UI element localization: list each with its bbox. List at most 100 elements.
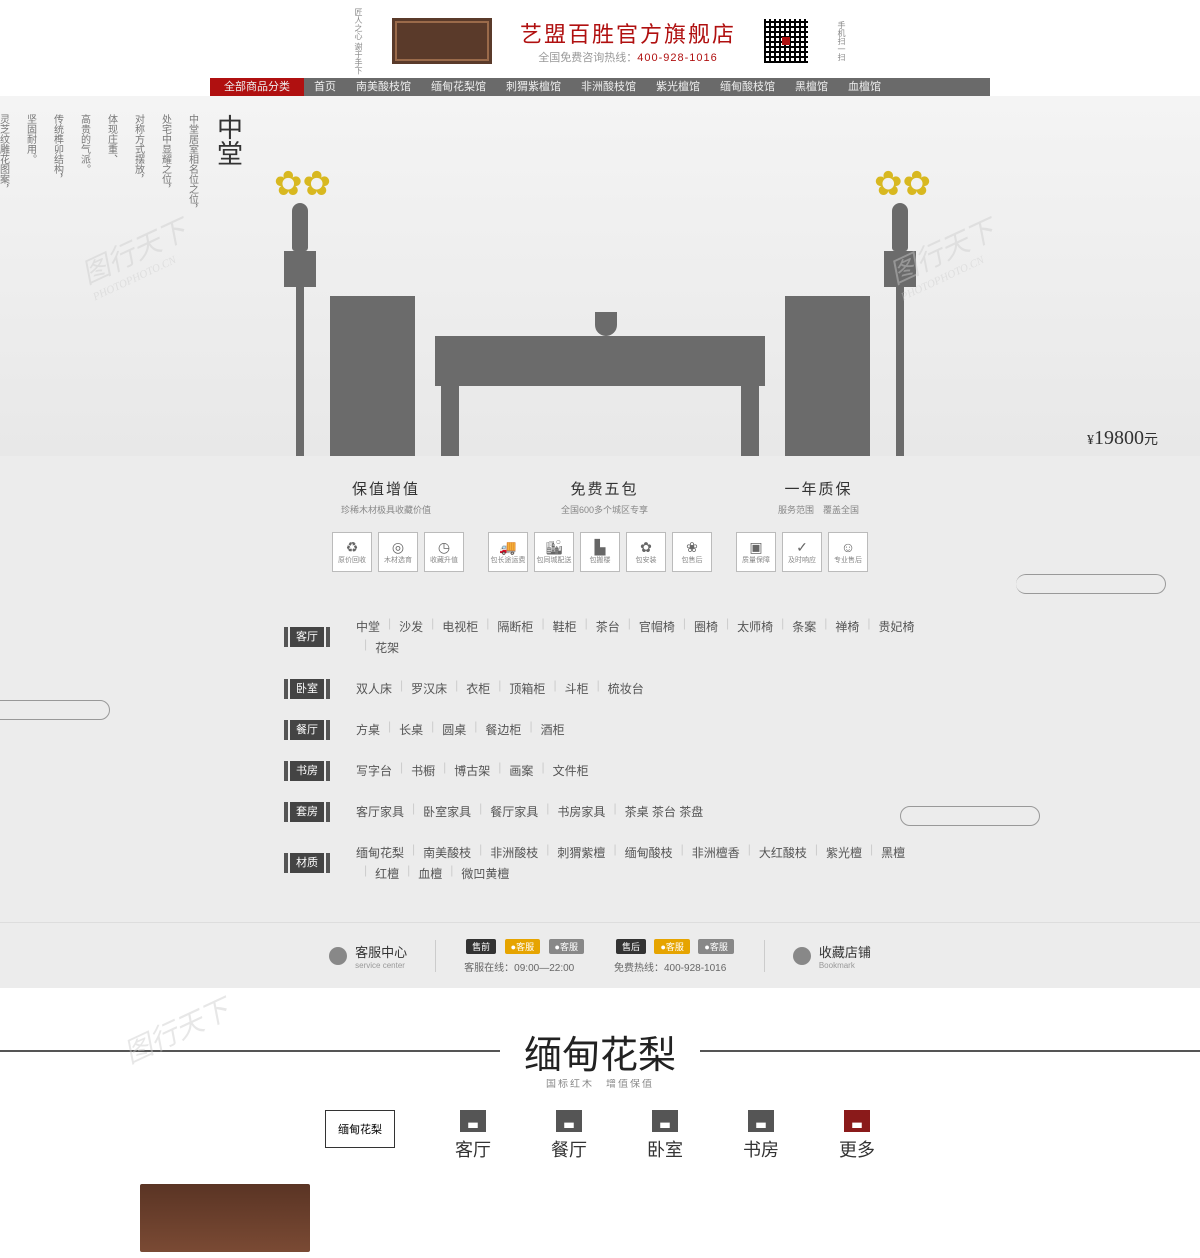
- category-link[interactable]: 黑檀: [881, 842, 905, 863]
- bottom-tab[interactable]: ▃卧室: [647, 1110, 683, 1162]
- decoration-line: [0, 700, 110, 720]
- category-link[interactable]: 非洲酸枝: [490, 842, 538, 863]
- category-link[interactable]: 红檀: [375, 863, 399, 884]
- nav-item[interactable]: 黑檀馆: [785, 78, 838, 96]
- category-link[interactable]: 方桌: [356, 719, 380, 740]
- category-link[interactable]: 衣柜: [466, 678, 490, 699]
- category-link[interactable]: 罗汉床: [411, 678, 447, 699]
- category-link[interactable]: 隔断柜: [497, 616, 533, 637]
- service-icon[interactable]: ☺专业售后: [828, 532, 868, 572]
- hero-text-column: 灵芝纹雕花图案，: [0, 114, 13, 234]
- kf-button[interactable]: ●客服: [505, 939, 540, 954]
- presale-tag: 售前: [466, 939, 496, 954]
- brand-subtitle: 全国免费咨询热线：400-928-1016: [538, 49, 718, 65]
- hero-text-column: 处宅中显耀之位，: [156, 114, 175, 234]
- category-link[interactable]: 客厅家具: [356, 801, 404, 822]
- service-icon[interactable]: ▙包搬楼: [580, 532, 620, 572]
- category-link[interactable]: 圈椅: [694, 616, 718, 637]
- bottom-tab[interactable]: ▃更多: [839, 1110, 875, 1162]
- service-icon[interactable]: ✓及时响应: [782, 532, 822, 572]
- bottom-tab[interactable]: ▃餐厅: [551, 1110, 587, 1162]
- service-icon[interactable]: ▣质量保障: [736, 532, 776, 572]
- kf-button[interactable]: ●客服: [549, 939, 584, 954]
- category-link[interactable]: 非洲檀香: [692, 842, 740, 863]
- category-link[interactable]: 书橱: [411, 760, 435, 781]
- category-link[interactable]: 中堂: [356, 616, 380, 637]
- service-icon[interactable]: ✿包安装: [626, 532, 666, 572]
- decoration-line: [900, 806, 1040, 826]
- category-link[interactable]: 画案: [509, 760, 533, 781]
- category-link[interactable]: 沙发: [399, 616, 423, 637]
- nav-item[interactable]: 全部商品分类: [210, 78, 304, 96]
- nav-item[interactable]: 南美酸枝馆: [346, 78, 421, 96]
- qr-code[interactable]: [764, 19, 808, 63]
- service-icon[interactable]: ♻原价回收: [332, 532, 372, 572]
- nav-item[interactable]: 非洲酸枝馆: [571, 78, 646, 96]
- category-link[interactable]: 梳妆台: [608, 678, 644, 699]
- category-link[interactable]: 官帽椅: [639, 616, 675, 637]
- product-preview: [0, 1184, 1200, 1258]
- category-link[interactable]: 卧室家具: [423, 801, 471, 822]
- hero-title: 中堂: [210, 114, 247, 234]
- category-row: 卧室双人床|罗汉床|衣柜|顶箱柜|斗柜|梳妆台: [280, 668, 920, 709]
- category-link[interactable]: 禅椅: [835, 616, 859, 637]
- category-link[interactable]: 缅甸花梨: [356, 842, 404, 863]
- category-panel: 客厅中堂|沙发|电视柜|隔断柜|鞋柜|茶台|官帽椅|圈椅|太师椅|条案|禅椅|贵…: [0, 590, 1200, 922]
- service-icon[interactable]: 🚚包长途运费: [488, 532, 528, 572]
- kf-button[interactable]: ●客服: [654, 939, 689, 954]
- category-link[interactable]: 茶桌 茶台 茶盘: [625, 801, 704, 822]
- category-link[interactable]: 博古架: [454, 760, 490, 781]
- service-icon[interactable]: ◷收藏升值: [424, 532, 464, 572]
- category-link[interactable]: 写字台: [356, 760, 392, 781]
- service-icon[interactable]: ◎木材选育: [378, 532, 418, 572]
- kf-button[interactable]: ●客服: [698, 939, 733, 954]
- brand-title: 艺盟百胜官方旗舰店: [520, 17, 736, 49]
- category-label: 书房: [280, 761, 334, 781]
- nav-item[interactable]: 缅甸花梨馆: [421, 78, 496, 96]
- bottom-tabs: 缅甸花梨▃客厅▃餐厅▃卧室▃书房▃更多: [0, 1100, 1200, 1184]
- category-link[interactable]: 书房家具: [557, 801, 605, 822]
- category-link[interactable]: 餐边柜: [485, 719, 521, 740]
- bottom-tab[interactable]: ▃客厅: [455, 1110, 491, 1162]
- category-row: 餐厅方桌|长桌|圆桌|餐边柜|酒柜: [280, 709, 920, 750]
- category-link[interactable]: 电视柜: [442, 616, 478, 637]
- nav-item[interactable]: 首页: [304, 78, 346, 96]
- category-link[interactable]: 餐厅家具: [490, 801, 538, 822]
- service-icon[interactable]: 🏙包同城配送: [534, 532, 574, 572]
- decoration-line: [1016, 574, 1166, 594]
- category-link[interactable]: 鞋柜: [553, 616, 577, 637]
- nav-item[interactable]: 缅甸酸枝馆: [710, 78, 785, 96]
- nav-item[interactable]: 紫光檀馆: [646, 78, 710, 96]
- category-link[interactable]: 缅甸酸枝: [625, 842, 673, 863]
- category-link[interactable]: 长桌: [399, 719, 423, 740]
- product-image[interactable]: [140, 1184, 310, 1252]
- category-link[interactable]: 刺猬紫檀: [557, 842, 605, 863]
- category-link[interactable]: 血檀: [418, 863, 442, 884]
- online-time: 客服在线：09:00—22:00: [464, 959, 586, 974]
- category-link[interactable]: 圆桌: [442, 719, 466, 740]
- category-link[interactable]: 大红酸枝: [759, 842, 807, 863]
- category-link[interactable]: 斗柜: [565, 678, 589, 699]
- category-link[interactable]: 紫光檀: [826, 842, 862, 863]
- bottom-tab[interactable]: ▃书房: [743, 1110, 779, 1162]
- category-link[interactable]: 微凹黄檀: [461, 863, 509, 884]
- hero-banner[interactable]: 渊释福寿如意的美好寓意。灵芝纹雕花图案，坚固耐用。传统榫卯结构，高贵的气派。体现…: [0, 96, 1200, 456]
- category-link[interactable]: 酒柜: [541, 719, 565, 740]
- category-link[interactable]: 文件柜: [553, 760, 589, 781]
- bookmark-button[interactable]: 收藏店铺 Bookmark: [793, 942, 871, 970]
- category-link[interactable]: 条案: [792, 616, 816, 637]
- category-link[interactable]: 太师椅: [737, 616, 773, 637]
- category-link[interactable]: 南美酸枝: [423, 842, 471, 863]
- service-center-sub: service center: [355, 961, 407, 970]
- headset-icon: [329, 947, 347, 965]
- category-link[interactable]: 双人床: [356, 678, 392, 699]
- category-link[interactable]: 花架: [375, 637, 399, 658]
- logo-image[interactable]: [392, 18, 492, 64]
- hero-price: ¥19800元: [1087, 427, 1158, 450]
- category-link[interactable]: 茶台: [596, 616, 620, 637]
- nav-item[interactable]: 血檀馆: [838, 78, 891, 96]
- nav-item[interactable]: 刺猬紫檀馆: [496, 78, 571, 96]
- category-link[interactable]: 顶箱柜: [509, 678, 545, 699]
- category-link[interactable]: 贵妃椅: [879, 616, 915, 637]
- service-icon[interactable]: ❀包售后: [672, 532, 712, 572]
